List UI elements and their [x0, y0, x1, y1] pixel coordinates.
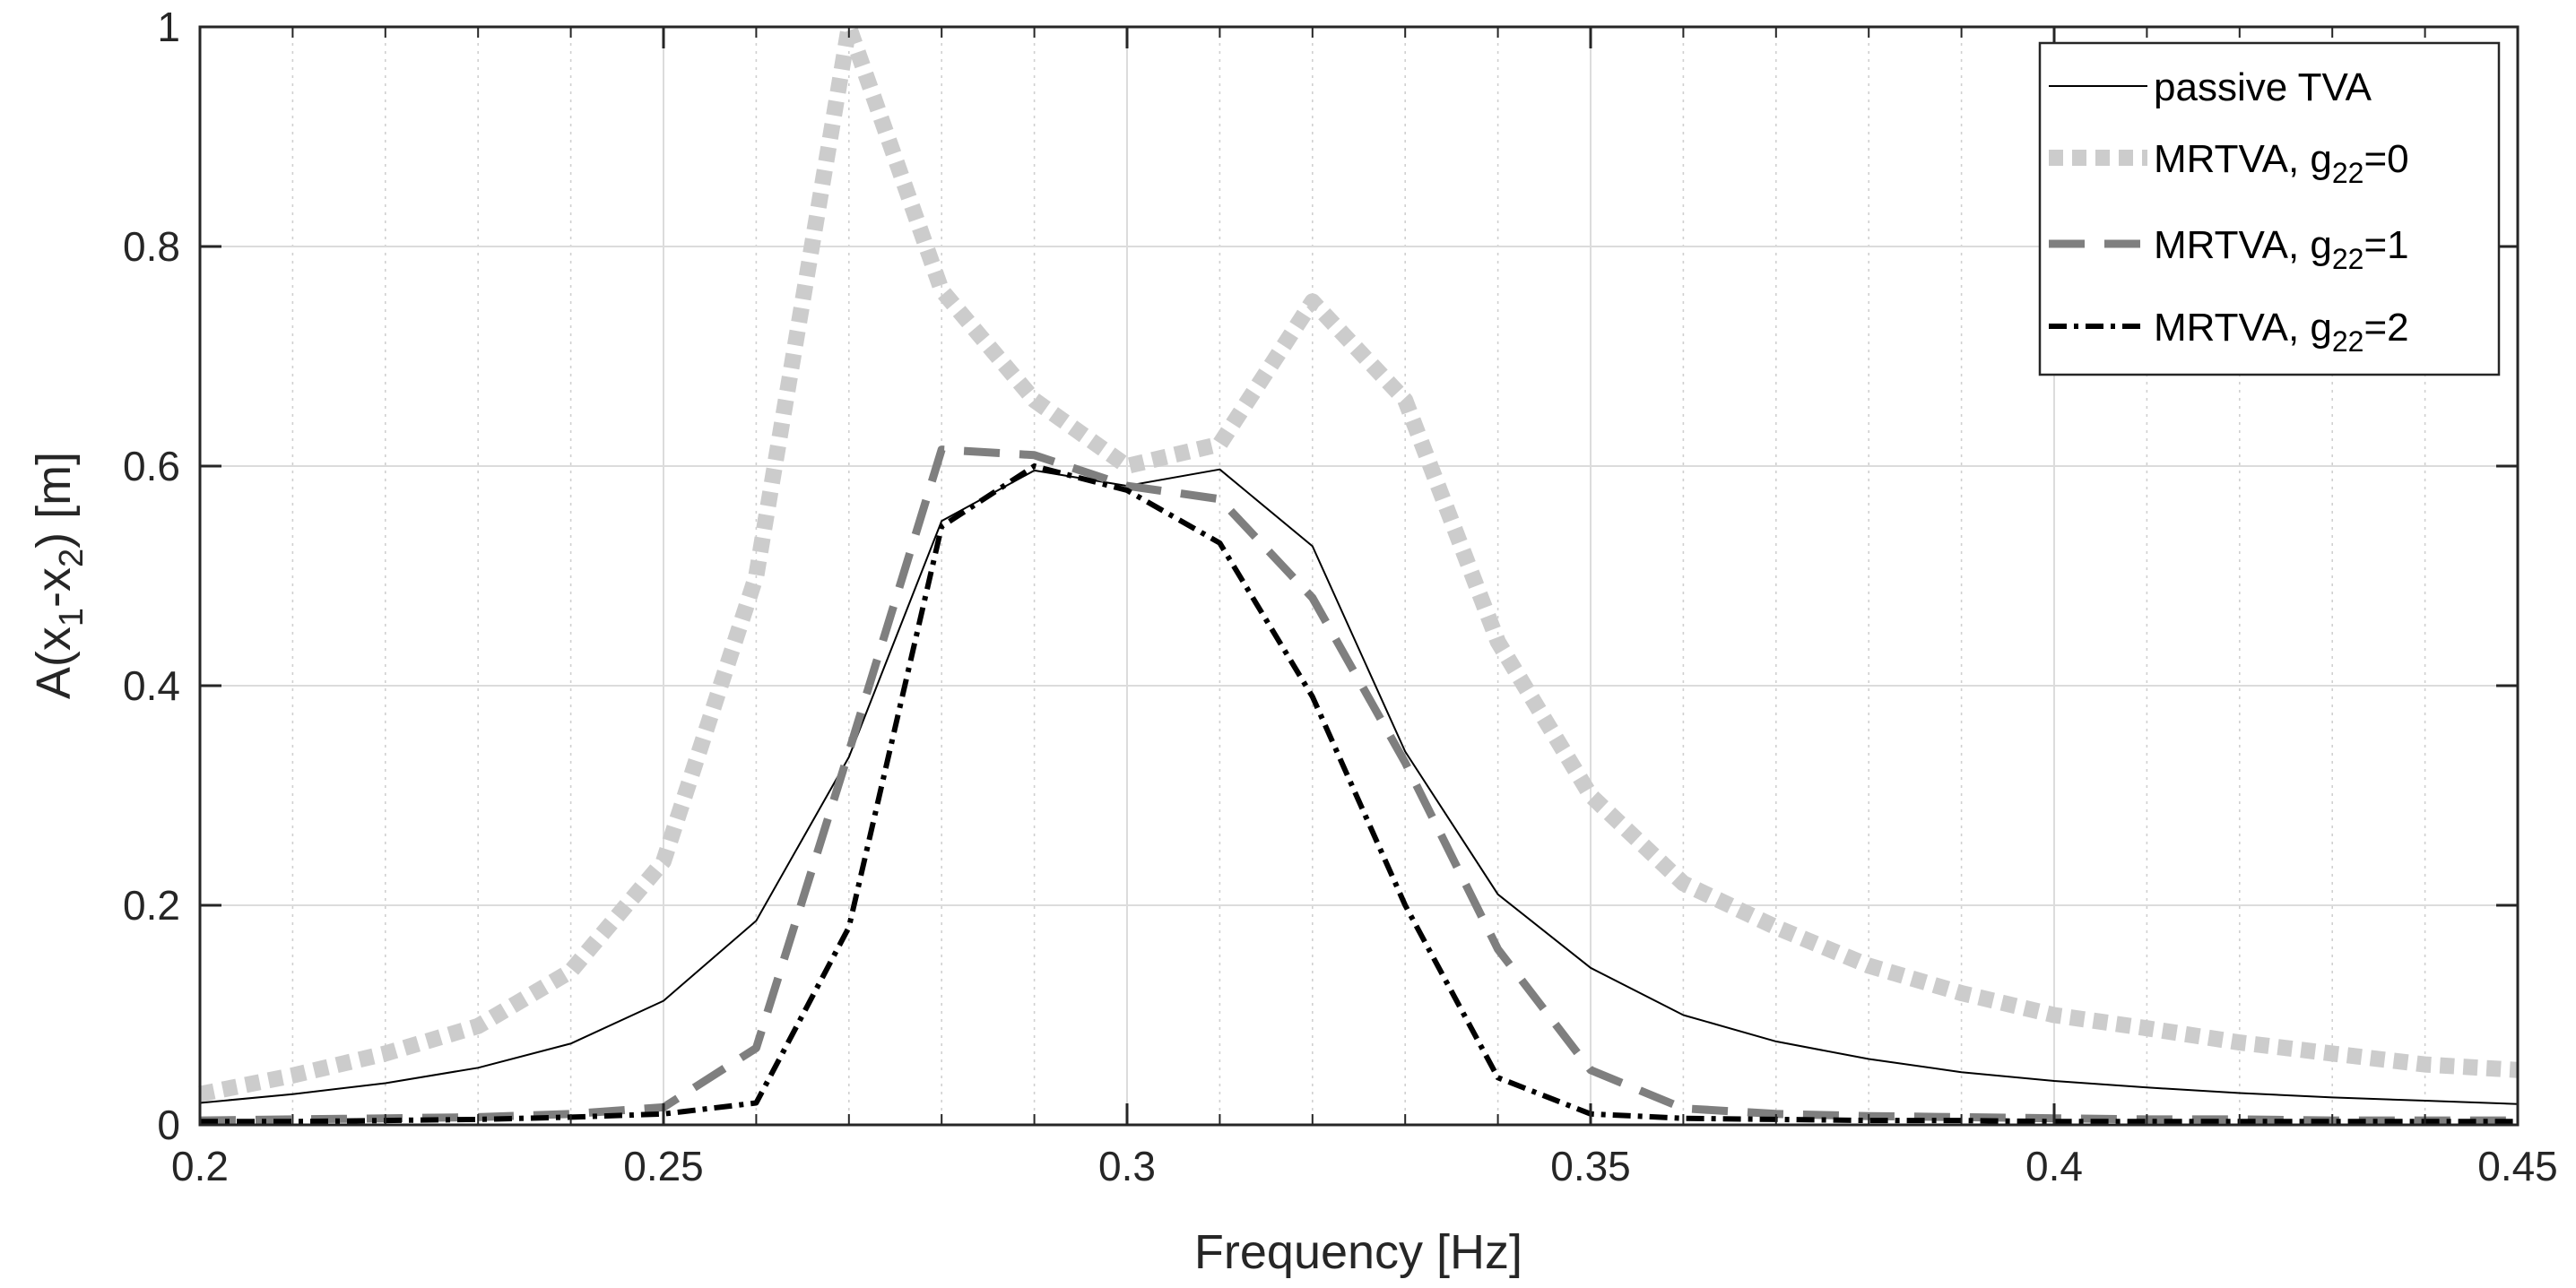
- y-axis-label: A(x1-x2) [m]: [27, 452, 91, 699]
- y-tick-label-5: 1: [157, 4, 180, 50]
- x-tick-labels: 0.2 0.25 0.3 0.35 0.4 0.45: [171, 1143, 2558, 1189]
- y-tick-label-2: 0.4: [123, 662, 180, 709]
- legend-label-g22-2: MRTVA, g22=2: [2154, 306, 2409, 358]
- legend-label-g22-1: MRTVA, g22=1: [2154, 223, 2409, 275]
- x-tick-label-5: 0.45: [2477, 1143, 2558, 1189]
- legend-label-g22-0: MRTVA, g22=0: [2154, 137, 2409, 189]
- plot-frame: [198, 25, 2520, 1127]
- series-line-mrtva-g22-2: [200, 463, 2518, 1125]
- series-line-mrtva-g22-0: [198, 19, 2519, 1102]
- y-tick-labels: 0 0.2 0.4 0.6 0.8 1: [123, 4, 180, 1148]
- y-tick-label-4: 0.8: [123, 223, 180, 270]
- x-tick-label-4: 0.4: [2025, 1143, 2083, 1189]
- legend-label-passive-tva: passive TVA: [2154, 65, 2372, 109]
- x-axis-label: Frequency [Hz]: [1194, 1225, 1522, 1279]
- y-tick-label-3: 0.6: [123, 443, 180, 489]
- x-tick-label-0: 0.2: [171, 1143, 229, 1189]
- axis-ticks: [198, 25, 2520, 1127]
- legend: passive TVA MRTVA, g22=0 MRTVA, g22=1 MR…: [2038, 41, 2501, 376]
- x-tick-label-1: 0.25: [623, 1143, 704, 1189]
- series-line-passive-tva: [199, 468, 2519, 1105]
- legend-item-g22-2: MRTVA, g22=2: [2049, 306, 2409, 358]
- x-tick-label-2: 0.3: [1098, 1143, 1156, 1189]
- legend-item-g22-0: MRTVA, g22=0: [2049, 137, 2409, 189]
- y-tick-label-1: 0.2: [123, 882, 180, 929]
- legend-item-g22-1: MRTVA, g22=1: [2049, 223, 2409, 275]
- minor-grid: [291, 27, 2426, 1125]
- y-tick-label-0: 0: [157, 1102, 180, 1148]
- x-tick-label-3: 0.35: [1550, 1143, 1631, 1189]
- legend-item-passive-tva: passive TVA: [2049, 65, 2372, 109]
- legend-box: [2038, 41, 2501, 376]
- series-layer: [198, 19, 2519, 1125]
